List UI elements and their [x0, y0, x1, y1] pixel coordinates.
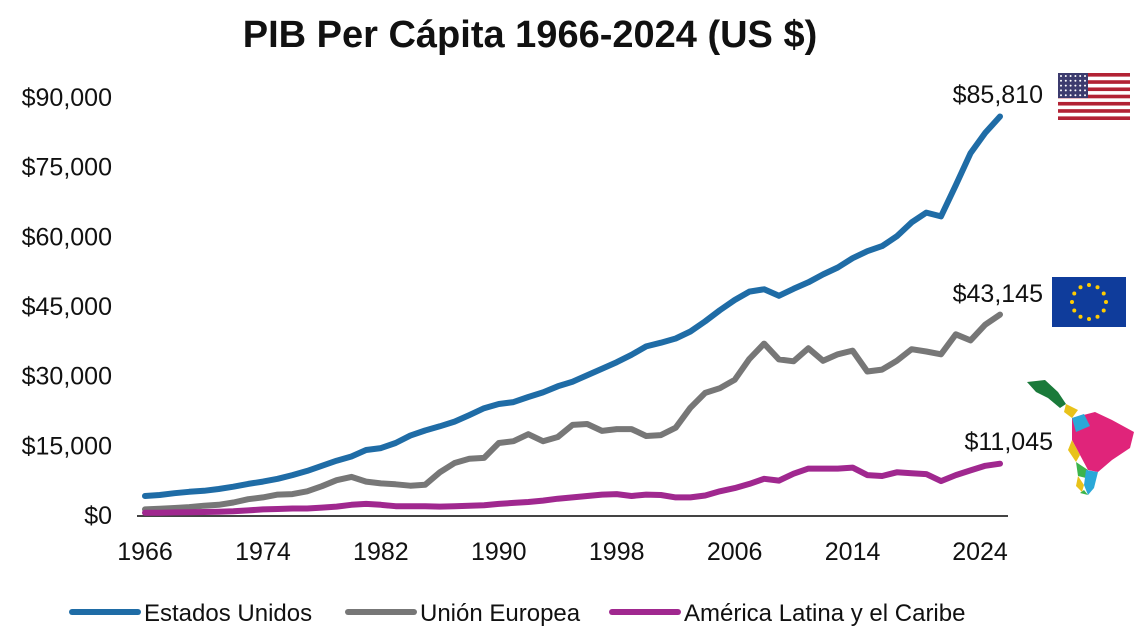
end-labels: $85,810 $43,145 $11,045 [953, 81, 1053, 456]
x-tick-label: 1966 [117, 538, 173, 566]
end-value-label: $85,810 [953, 81, 1043, 109]
series-lines [142, 113, 1003, 516]
legend-label: Unión Europea [420, 600, 581, 627]
us-flag-icon [1058, 73, 1130, 120]
end-value-label: $11,045 [964, 428, 1053, 456]
x-tick-label: 2006 [707, 538, 763, 566]
x-tick-label: 1990 [471, 538, 527, 566]
y-axis: $0 $15,000 $30,000 $45,000 $60,000 $75,000 $90… [22, 84, 112, 530]
y-tick-label: $15,000 [22, 432, 112, 460]
x-tick-label: 1998 [589, 538, 645, 566]
end-value-label: $43,145 [953, 280, 1043, 308]
y-tick-label: $45,000 [22, 293, 112, 321]
legend: Estados Unidos Unión Europea América Latin… [69, 600, 965, 627]
x-tick-label: 1982 [353, 538, 409, 566]
legend-label: Estados Unidos [144, 600, 312, 627]
y-tick-label: $0 [84, 502, 112, 530]
x-tick-label: 2024 [952, 538, 1008, 566]
x-tick-label: 1974 [235, 538, 291, 566]
series-line-2 [142, 460, 1003, 516]
y-tick-label: $90,000 [22, 84, 112, 112]
x-axis: 1966 1974 1982 1990 1998 2006 2014 2024 [117, 538, 1008, 566]
eu-flag-icon [1052, 277, 1126, 327]
y-tick-label: $75,000 [22, 154, 112, 182]
latin-america-map-icon [1027, 380, 1134, 495]
y-tick-label: $60,000 [22, 223, 112, 251]
y-tick-label: $30,000 [22, 363, 112, 391]
x-tick-label: 2014 [825, 538, 881, 566]
legend-label: América Latina y el Caribe [684, 600, 965, 627]
series-line-1 [142, 311, 1003, 513]
chart-title: PIB Per Cápita 1966-2024 (US $) [243, 14, 818, 56]
series-line-0 [142, 113, 1003, 499]
